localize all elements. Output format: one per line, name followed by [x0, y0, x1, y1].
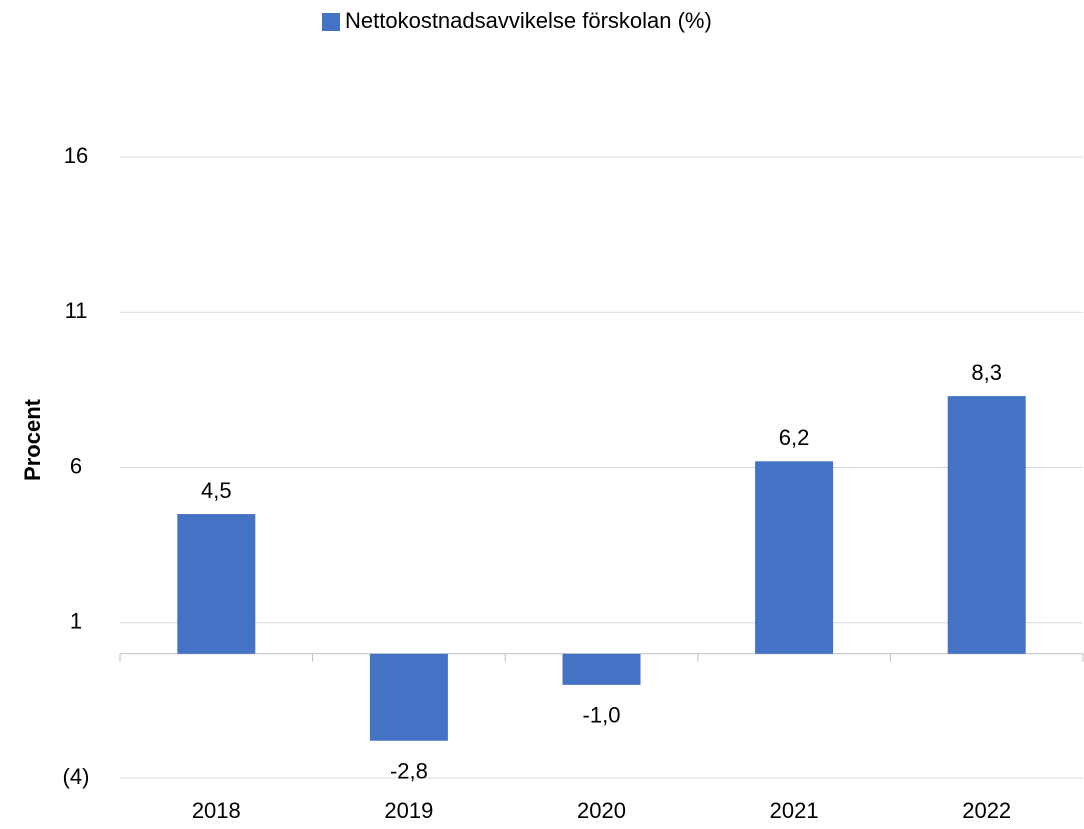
x-tick-label: 2020: [577, 798, 626, 823]
y-tick-label: 6: [70, 453, 82, 478]
bar: [562, 653, 641, 685]
x-tick-label: 2022: [962, 798, 1011, 823]
y-tick-label: 16: [64, 143, 88, 168]
y-tick-label: (4): [63, 764, 90, 789]
legend-swatch: [322, 13, 340, 31]
data-label: 8,3: [971, 360, 1002, 385]
y-axis-label: Procent: [20, 398, 45, 481]
bar: [947, 396, 1026, 654]
data-label: 4,5: [201, 478, 232, 503]
bar: [755, 461, 834, 654]
legend-label: Nettokostnadsavvikelse förskolan (%): [345, 8, 712, 33]
y-tick-label: 11: [65, 298, 88, 323]
y-tick-label: 1: [70, 609, 82, 634]
x-tick-label: 2019: [384, 798, 433, 823]
bar: [177, 514, 256, 654]
data-label: -1,0: [583, 703, 621, 728]
data-label: -2,8: [390, 759, 428, 784]
x-tick-label: 2018: [192, 798, 241, 823]
data-label: 6,2: [779, 425, 810, 450]
bar: [369, 653, 448, 741]
x-tick-label: 2021: [770, 798, 819, 823]
